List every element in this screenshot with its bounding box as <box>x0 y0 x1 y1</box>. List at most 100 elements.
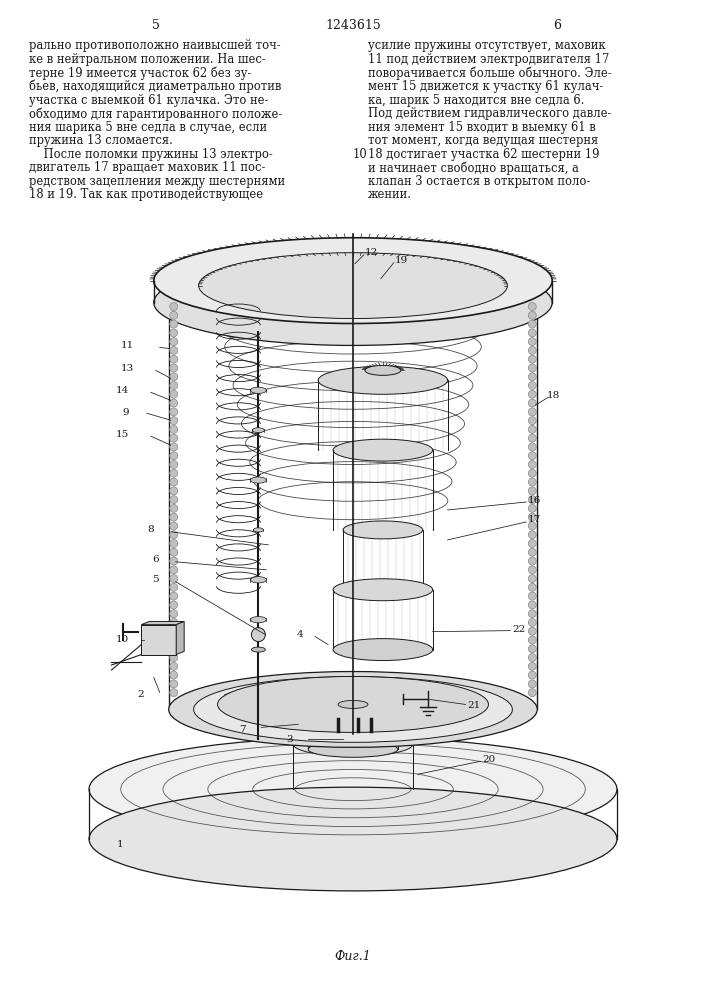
Text: 18 и 19. Так как противодействующее: 18 и 19. Так как противодействующее <box>29 188 264 201</box>
Circle shape <box>170 645 177 653</box>
Ellipse shape <box>253 528 263 532</box>
Circle shape <box>528 329 537 337</box>
Ellipse shape <box>343 521 423 539</box>
Circle shape <box>170 496 177 504</box>
Circle shape <box>170 320 177 328</box>
Circle shape <box>528 487 537 495</box>
Text: 11: 11 <box>121 341 134 350</box>
Circle shape <box>528 548 537 556</box>
Circle shape <box>528 636 537 644</box>
Text: 16: 16 <box>527 496 541 505</box>
Text: и начинает свободно вращаться, а: и начинает свободно вращаться, а <box>368 161 579 175</box>
Text: участка с выемкой 61 кулачка. Это не-: участка с выемкой 61 кулачка. Это не- <box>29 94 269 107</box>
Circle shape <box>170 680 177 688</box>
Circle shape <box>170 610 177 618</box>
Text: 4: 4 <box>296 630 303 639</box>
Text: 7: 7 <box>239 725 245 734</box>
Text: 12: 12 <box>365 248 378 257</box>
Circle shape <box>170 452 177 460</box>
Circle shape <box>170 487 177 495</box>
Circle shape <box>170 461 177 468</box>
Circle shape <box>528 610 537 618</box>
Text: клапан 3 остается в открытом поло-: клапан 3 остается в открытом поло- <box>368 175 590 188</box>
Text: двигатель 17 вращает маховик 11 пос-: двигатель 17 вращает маховик 11 пос- <box>29 161 266 174</box>
Circle shape <box>528 408 537 416</box>
Ellipse shape <box>154 260 552 345</box>
Text: 2: 2 <box>137 690 144 699</box>
Circle shape <box>528 303 537 311</box>
Text: 10: 10 <box>353 148 368 161</box>
Ellipse shape <box>199 253 508 319</box>
Text: редством зацепления между шестернями: редством зацепления между шестернями <box>29 175 286 188</box>
Text: ния шарика 5 вне седла в случае, если: ния шарика 5 вне седла в случае, если <box>29 121 267 134</box>
Ellipse shape <box>252 647 265 652</box>
Polygon shape <box>141 621 184 625</box>
Circle shape <box>528 311 537 319</box>
Text: 18: 18 <box>547 391 561 400</box>
Ellipse shape <box>318 366 448 394</box>
Text: бьев, находящийся диаметрально против: бьев, находящийся диаметрально против <box>29 80 281 93</box>
Circle shape <box>528 504 537 512</box>
Text: поворачивается больше обычного. Эле-: поворачивается больше обычного. Эле- <box>368 66 612 80</box>
Ellipse shape <box>365 365 401 375</box>
Ellipse shape <box>250 387 267 393</box>
Circle shape <box>528 627 537 635</box>
Ellipse shape <box>89 737 617 841</box>
Circle shape <box>170 303 177 311</box>
Circle shape <box>528 618 537 626</box>
Circle shape <box>170 469 177 477</box>
Circle shape <box>170 504 177 512</box>
Circle shape <box>528 662 537 670</box>
Circle shape <box>528 645 537 653</box>
Circle shape <box>528 390 537 398</box>
Ellipse shape <box>250 617 267 623</box>
Circle shape <box>170 390 177 398</box>
Circle shape <box>170 425 177 433</box>
Text: 9: 9 <box>122 408 129 417</box>
Circle shape <box>528 346 537 354</box>
Text: мент 15 движется к участку 61 кулач-: мент 15 движется к участку 61 кулач- <box>368 80 603 93</box>
Circle shape <box>170 636 177 644</box>
Circle shape <box>170 408 177 416</box>
Circle shape <box>528 399 537 407</box>
Circle shape <box>170 399 177 407</box>
Ellipse shape <box>338 700 368 708</box>
Text: жении.: жении. <box>368 188 412 201</box>
Circle shape <box>170 662 177 670</box>
Circle shape <box>170 478 177 486</box>
Text: пружина 13 сломается.: пружина 13 сломается. <box>29 134 173 147</box>
Text: 19: 19 <box>395 256 408 265</box>
Circle shape <box>170 434 177 442</box>
Ellipse shape <box>308 721 398 737</box>
Ellipse shape <box>194 677 513 742</box>
Circle shape <box>528 452 537 460</box>
Polygon shape <box>176 621 184 655</box>
Ellipse shape <box>250 577 267 583</box>
Circle shape <box>528 364 537 372</box>
Circle shape <box>170 583 177 591</box>
Ellipse shape <box>89 787 617 891</box>
Text: 5: 5 <box>152 575 159 584</box>
Text: После поломки пружины 13 электро-: После поломки пружины 13 электро- <box>29 148 273 161</box>
Ellipse shape <box>293 732 413 756</box>
Text: 15: 15 <box>116 430 129 439</box>
Circle shape <box>170 575 177 583</box>
Ellipse shape <box>252 428 264 433</box>
Circle shape <box>528 469 537 477</box>
Circle shape <box>170 382 177 390</box>
Text: 1: 1 <box>117 840 124 849</box>
Circle shape <box>170 627 177 635</box>
Circle shape <box>170 566 177 574</box>
Circle shape <box>528 443 537 451</box>
Circle shape <box>252 628 265 642</box>
Circle shape <box>528 513 537 521</box>
Circle shape <box>170 513 177 521</box>
Circle shape <box>528 522 537 530</box>
Text: 20: 20 <box>482 755 496 764</box>
Text: обходимо для гарантированного положе-: обходимо для гарантированного положе- <box>29 107 283 121</box>
Circle shape <box>528 320 537 328</box>
Ellipse shape <box>333 439 433 461</box>
Circle shape <box>170 671 177 679</box>
Circle shape <box>170 592 177 600</box>
Ellipse shape <box>169 672 537 747</box>
